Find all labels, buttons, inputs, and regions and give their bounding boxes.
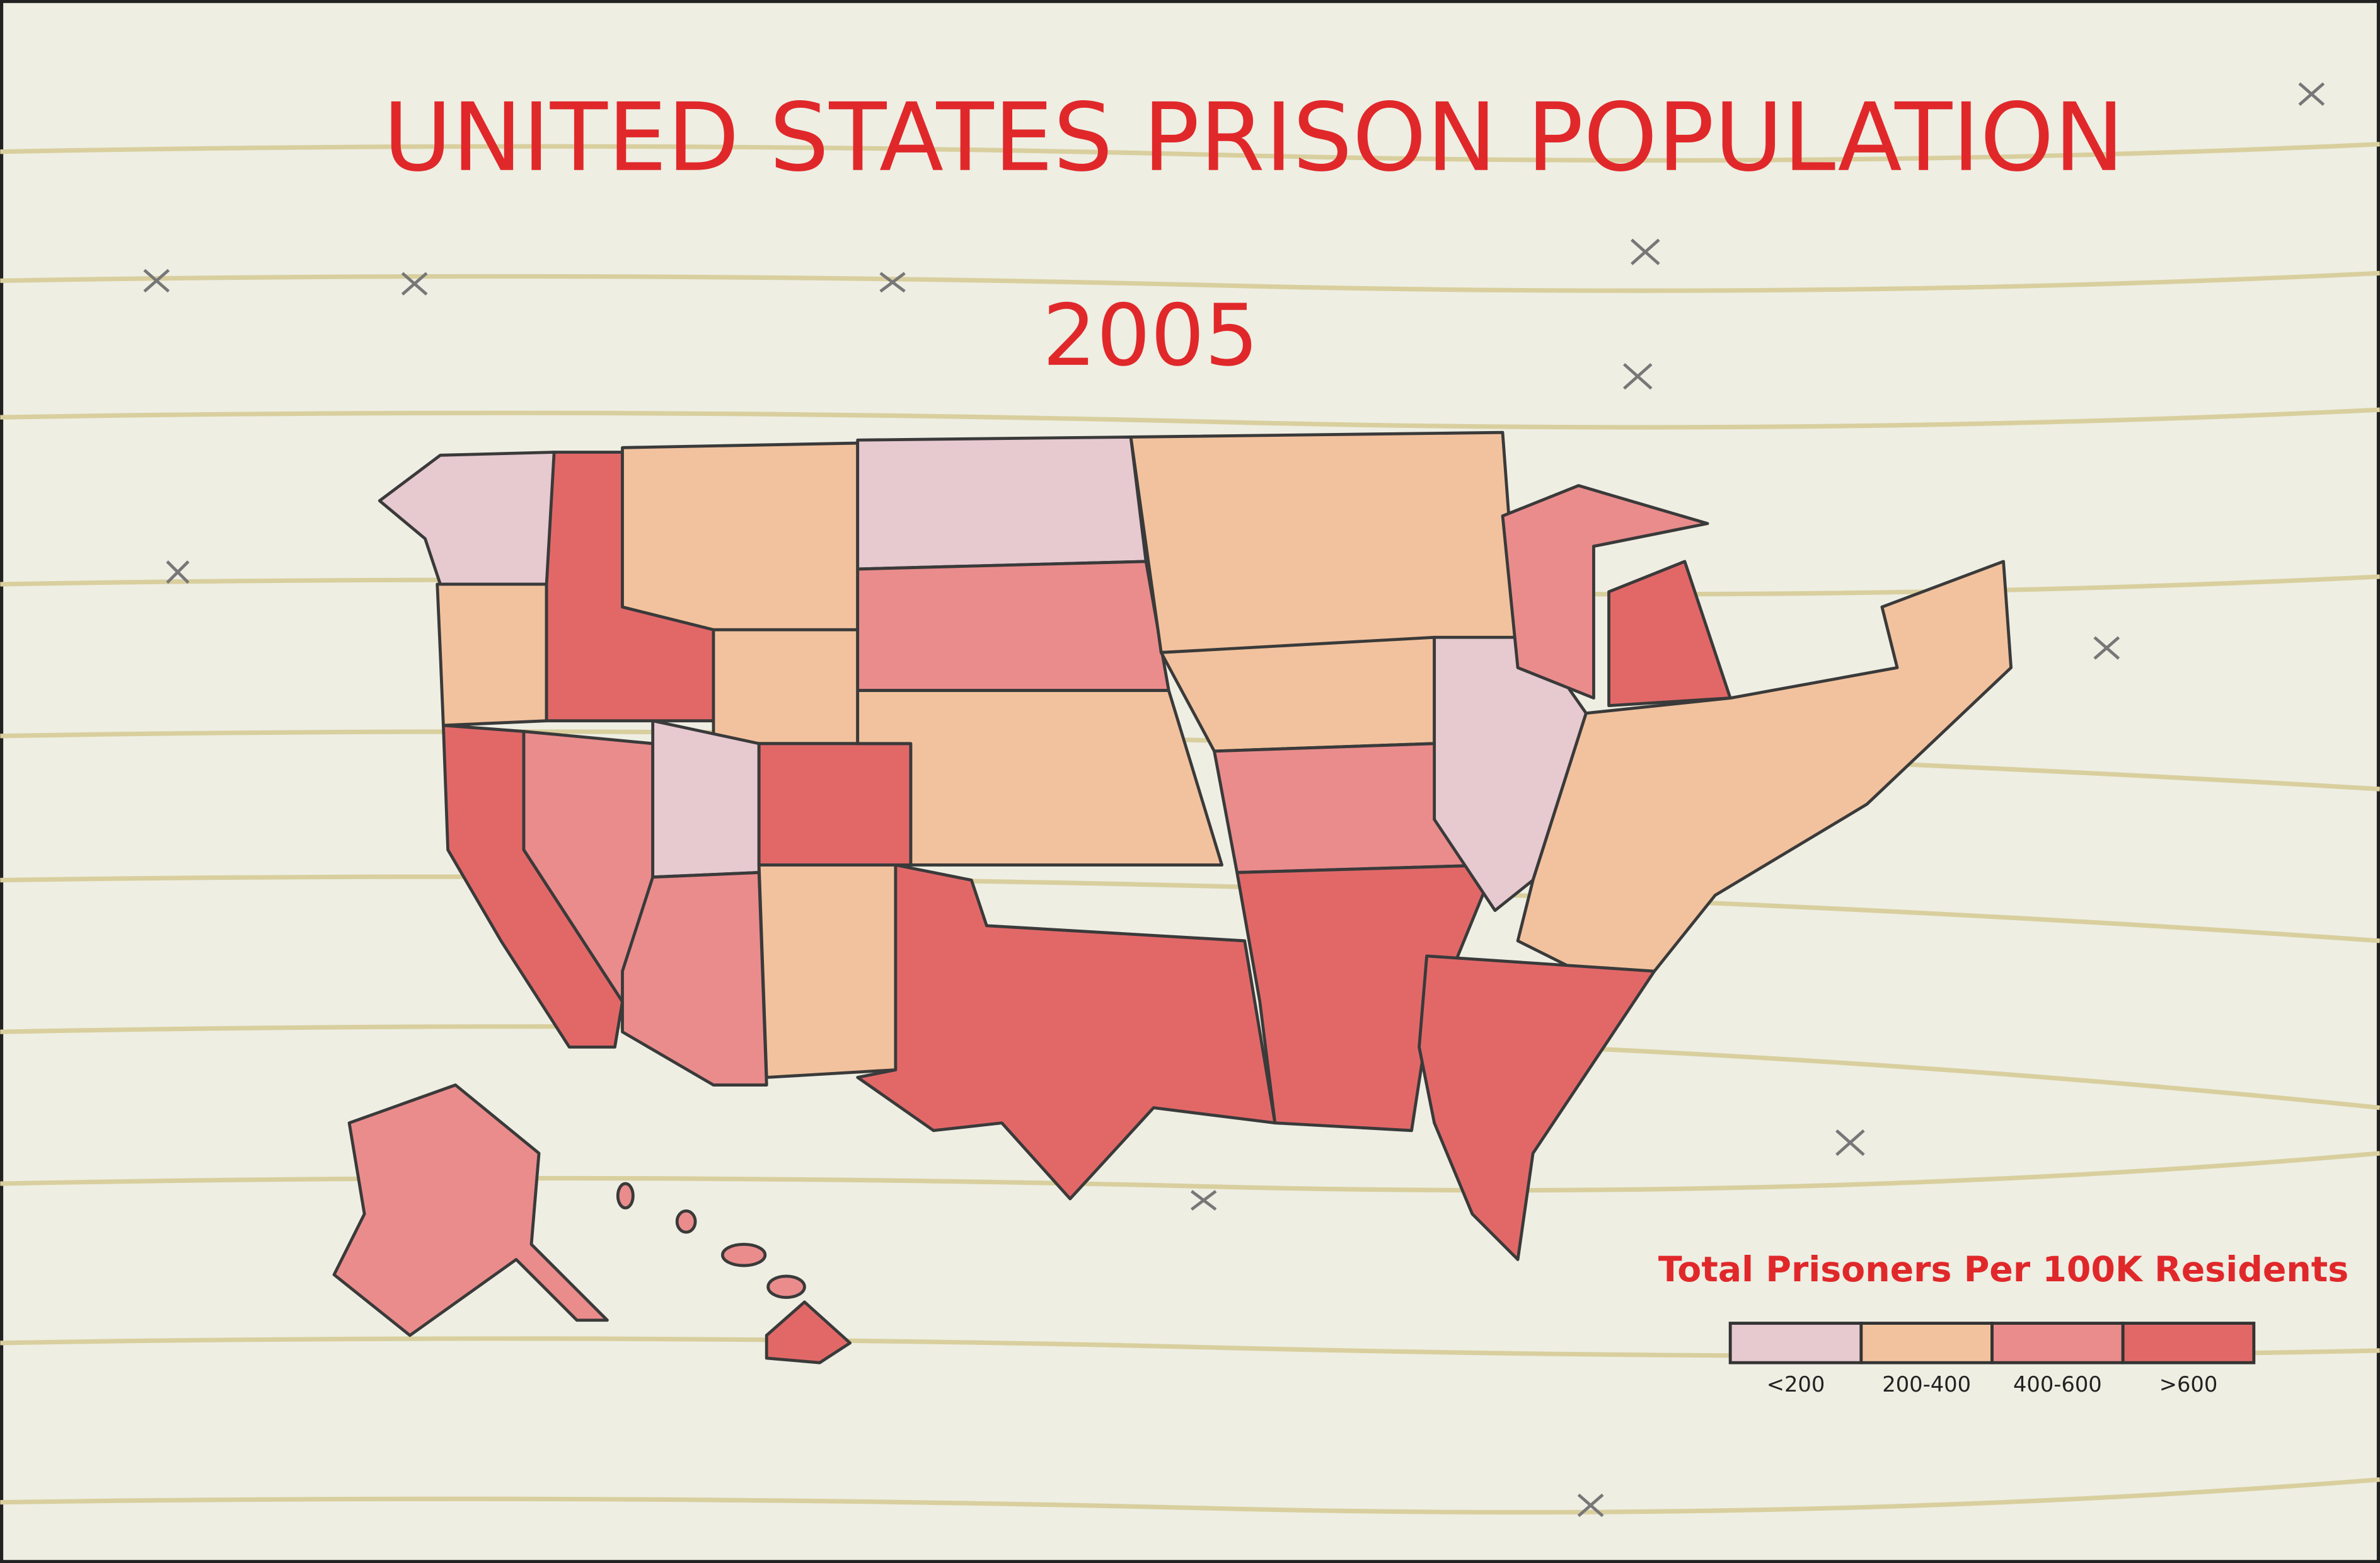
legend-label: <200 xyxy=(1767,1372,1825,1397)
legend-title: Total Prisoners Per 100K Residents xyxy=(1658,1250,2348,1290)
legend-swatch xyxy=(2121,1322,2256,1364)
legend-label: >600 xyxy=(2159,1372,2218,1397)
legend-swatch xyxy=(1990,1322,2125,1364)
legend-swatch xyxy=(1859,1322,1994,1364)
legend-swatch xyxy=(1728,1322,1863,1364)
contiguous-states xyxy=(378,430,2013,1261)
legend-label: 400-600 xyxy=(2013,1372,2102,1397)
alaska-hawaii xyxy=(332,1083,852,1364)
legend: <200 200-400 400-600 >600 xyxy=(1728,1322,2256,1397)
title: UNITED STATES PRISON POPULATION xyxy=(383,83,2125,193)
legend-label: 200-400 xyxy=(1882,1372,1971,1397)
subtitle: 2005 xyxy=(1043,286,1259,385)
